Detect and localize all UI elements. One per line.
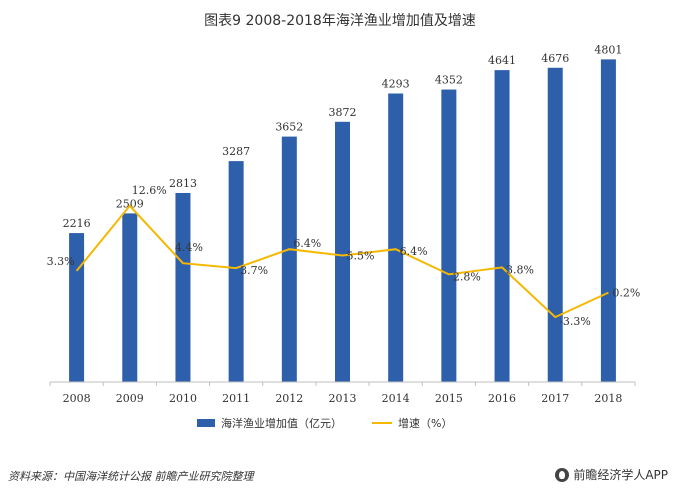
x-tick-label: 2010 <box>169 392 197 405</box>
bar-2008 <box>69 233 85 382</box>
line-value-label: 3.7% <box>240 264 268 277</box>
x-tick-label: 2013 <box>329 392 357 405</box>
x-tick-label: 2018 <box>594 392 622 405</box>
brand: 前瞻经济学人APP <box>555 466 668 483</box>
bar-2014 <box>388 93 404 382</box>
legend-label-line: 增速（%） <box>398 416 452 430</box>
line-value-label: 0.2% <box>612 287 640 300</box>
x-tick-label: 2016 <box>488 392 516 405</box>
bar-2017 <box>547 67 563 382</box>
legend: 海洋渔业增加值（亿元） 增速（%） <box>197 416 452 430</box>
bar-value-label: 2813 <box>169 177 197 190</box>
x-tick-label: 2008 <box>63 392 91 405</box>
source-note: 资料来源：中国海洋统计公报 前瞻产业研究院整理 <box>8 470 254 483</box>
x-tick-label: 2017 <box>541 392 569 405</box>
bar-value-label: 4641 <box>488 54 516 67</box>
line-value-label: 6.4% <box>293 237 321 250</box>
bar-2013 <box>335 121 350 382</box>
legend-swatch-bar <box>197 419 215 427</box>
bar-2009 <box>122 213 138 382</box>
line-value-label: 3.3% <box>47 255 75 268</box>
brand-label: 前瞻经济学人APP <box>573 468 668 482</box>
line-value-label: -3.3% <box>559 315 591 328</box>
brand-logo-icon <box>555 467 570 482</box>
growth-line <box>75 204 609 319</box>
bar-value-label: 2509 <box>116 197 144 210</box>
bar-2012 <box>281 136 297 382</box>
line-value-label: 12.6% <box>132 184 167 197</box>
bar-value-label: 3287 <box>222 145 250 158</box>
x-tick-label: 2011 <box>222 392 250 405</box>
x-tick-label: 2012 <box>275 392 303 405</box>
bar-2015 <box>441 89 457 383</box>
bar-2011 <box>228 161 244 382</box>
bar-2018 <box>600 59 616 382</box>
legend-label-bar: 海洋渔业增加值（亿元） <box>221 416 342 430</box>
line-value-label: 3.8% <box>506 263 534 276</box>
bar-value-label: 4293 <box>382 78 410 91</box>
line-value-label: 5.5% <box>347 250 375 263</box>
x-tick-label: 2015 <box>435 392 463 405</box>
x-tick-label: 2014 <box>382 392 410 405</box>
line-value-label: 2.8% <box>453 270 481 283</box>
x-tick-label: 2009 <box>116 392 144 405</box>
bar-value-label: 4676 <box>541 52 569 65</box>
bar-2010 <box>175 192 191 382</box>
line-value-label: 4.4% <box>175 241 203 254</box>
bar-2016 <box>494 70 510 382</box>
bar-value-label: 4352 <box>435 74 463 87</box>
chart-title: 图表9 2008-2018年海洋渔业增加值及增速 <box>204 13 476 29</box>
bar-value-label: 2216 <box>63 217 91 230</box>
bar-value-label: 4801 <box>594 43 622 56</box>
bar-value-label: 3872 <box>329 106 357 119</box>
line-value-label: 6.4% <box>400 245 428 258</box>
bar-value-label: 3652 <box>275 121 303 134</box>
